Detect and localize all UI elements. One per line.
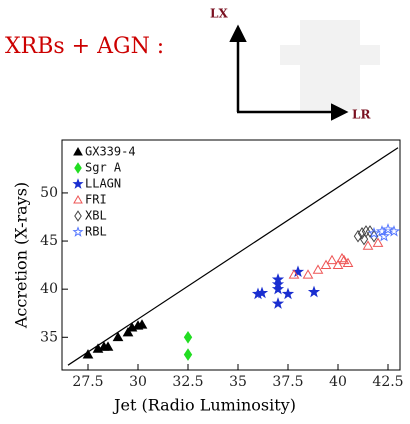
data-point bbox=[288, 269, 300, 279]
x-tick-label: 30 bbox=[129, 374, 147, 390]
legend-label: Sgr A bbox=[85, 161, 122, 175]
data-point bbox=[183, 330, 193, 344]
data-point bbox=[381, 222, 395, 235]
data-point bbox=[136, 319, 148, 329]
data-point bbox=[271, 273, 285, 285]
x-tick-label: 35 bbox=[229, 374, 247, 390]
fit-line bbox=[67, 147, 399, 366]
legend-label: FRI bbox=[85, 193, 107, 207]
data-point bbox=[387, 225, 401, 237]
x-tick-label: 32.5 bbox=[172, 374, 203, 390]
legend-marker bbox=[74, 162, 82, 174]
legend-marker bbox=[72, 226, 84, 237]
data-point bbox=[112, 331, 124, 342]
data-point bbox=[183, 348, 193, 361]
y-tick-label: 45 bbox=[40, 233, 58, 249]
y-tick-label: 50 bbox=[40, 185, 58, 201]
data-point bbox=[377, 229, 391, 242]
logo bbox=[280, 20, 380, 110]
data-point bbox=[362, 240, 374, 250]
arrow-y-label: LX bbox=[210, 7, 228, 21]
data-point bbox=[82, 349, 94, 359]
legend-marker bbox=[73, 194, 83, 204]
legend-marker bbox=[74, 210, 82, 222]
y-axis-label: Accretion (X-rays) bbox=[12, 182, 31, 329]
data-point bbox=[336, 252, 348, 263]
data-point bbox=[332, 259, 344, 269]
data-point bbox=[271, 282, 285, 295]
data-point bbox=[367, 226, 381, 239]
x-tick-label: 37.5 bbox=[272, 374, 303, 390]
data-point bbox=[281, 287, 295, 300]
data-point bbox=[359, 232, 369, 246]
x-tick-label: 27.5 bbox=[72, 374, 103, 390]
data-point bbox=[320, 259, 332, 269]
x-tick-label: 40 bbox=[329, 374, 347, 390]
legend-label: GX339-4 bbox=[85, 145, 136, 159]
x-tick-label: 42.5 bbox=[372, 374, 403, 390]
data-point bbox=[357, 227, 367, 240]
data-point bbox=[326, 254, 338, 265]
data-point bbox=[102, 341, 114, 351]
legend-label: XBL bbox=[85, 209, 107, 223]
data-point bbox=[255, 286, 269, 299]
data-point bbox=[372, 237, 384, 247]
data-point bbox=[365, 225, 375, 238]
data-point bbox=[271, 277, 285, 290]
data-point bbox=[312, 264, 324, 274]
plot-frame bbox=[61, 139, 401, 371]
data-point bbox=[122, 326, 134, 337]
data-point bbox=[302, 269, 314, 279]
y-tick-label: 35 bbox=[40, 329, 58, 345]
data-point bbox=[307, 285, 321, 298]
legend-marker bbox=[73, 146, 83, 156]
arrow-x-label: LR bbox=[352, 108, 371, 122]
x-axis-label: Jet (Radio Luminosity) bbox=[112, 396, 296, 415]
slide-title: XRBs + AGN : bbox=[5, 34, 164, 59]
data-point bbox=[342, 257, 354, 268]
y-tick-label: 40 bbox=[40, 281, 58, 297]
data-point bbox=[271, 297, 285, 309]
legend-label: RBL bbox=[85, 225, 107, 239]
data-point bbox=[338, 254, 350, 265]
legend-label: LLAGN bbox=[85, 177, 121, 191]
legend-marker bbox=[72, 178, 84, 189]
data-point bbox=[353, 229, 363, 243]
